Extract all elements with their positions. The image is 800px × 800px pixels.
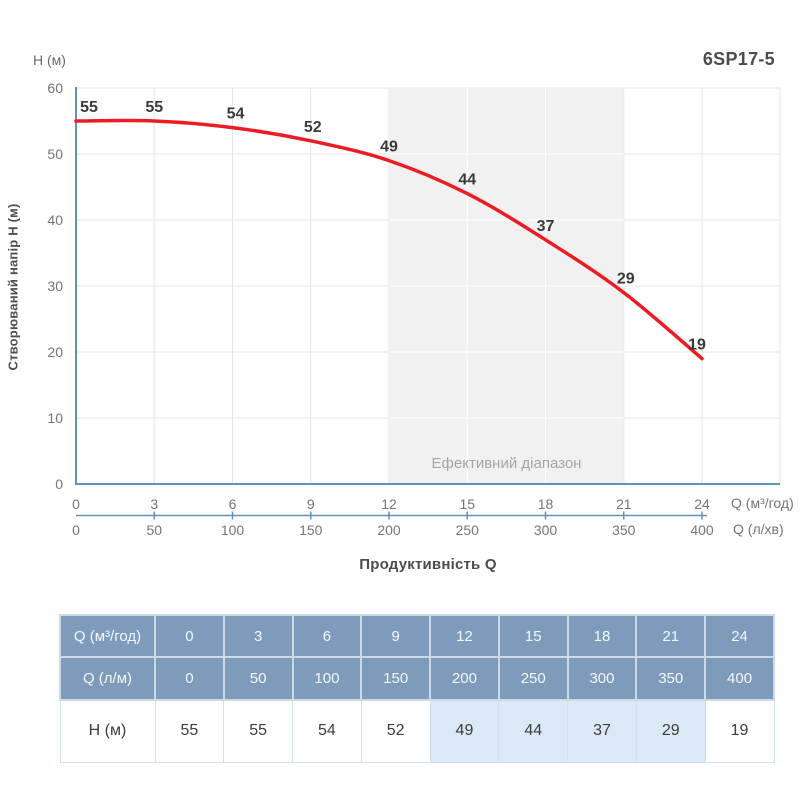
data-table-container: Q (м³/год) 0 3 6 9 12 15 18 21 24 Q (л/м) 0 50 100 150… — [59, 614, 775, 763]
x-axis-title: Продуктивність Q — [359, 556, 497, 573]
table-cell: 12 — [429, 614, 500, 658]
y-tick-label: 20 — [47, 344, 63, 360]
table-cell: 9 — [360, 614, 432, 658]
x-tick-label-primary: 12 — [381, 496, 397, 512]
x-axis-unit-primary: Q (м³/год) — [731, 495, 794, 511]
table-cell: 100 — [291, 656, 363, 701]
y-tick-label: 40 — [47, 212, 63, 228]
table-row-label: Q (л/м) — [59, 656, 156, 701]
x-tick-label-secondary: 0 — [72, 522, 80, 538]
curve-point-label: 54 — [227, 106, 245, 123]
table-cell: 37 — [567, 699, 637, 763]
x-tick-label-secondary: 400 — [690, 522, 714, 538]
curve-point-label: 19 — [688, 337, 706, 354]
curve-point-label: 37 — [537, 218, 555, 235]
x-tick-label-primary: 15 — [459, 496, 475, 512]
table-cell: 21 — [635, 614, 707, 658]
x-tick-label-primary: 6 — [229, 496, 237, 512]
table-cell: 200 — [429, 656, 500, 701]
y-axis-title: Створюваний напір H (м) — [5, 203, 21, 371]
table-cell: 350 — [635, 656, 707, 701]
y-tick-label: 60 — [47, 80, 63, 96]
y-tick-label: 50 — [47, 146, 63, 162]
table-cell: 55 — [223, 699, 294, 763]
pump-model-title: 6SP17-5 — [702, 49, 775, 69]
x-tick-label-secondary: 50 — [146, 522, 162, 538]
table-row: H (м) 55 55 54 52 49 44 37 29 19 — [59, 699, 775, 763]
table-cell: 0 — [154, 656, 225, 701]
x-tick-label-secondary: 300 — [534, 522, 558, 538]
x-axis-unit-secondary: Q (л/хв) — [733, 521, 784, 537]
x-tick-label-primary: 21 — [616, 496, 632, 512]
head-flow-curve — [74, 118, 704, 361]
table-cell: 24 — [704, 614, 775, 658]
x-tick-label-primary: 3 — [150, 496, 158, 512]
table-cell: 6 — [291, 614, 363, 658]
table-cell: 300 — [566, 656, 638, 701]
table-cell: 49 — [429, 699, 500, 763]
table-cell: 52 — [360, 699, 431, 763]
curve-point-label: 55 — [80, 99, 98, 116]
pump-data-table: Q (м³/год) 0 3 6 9 12 15 18 21 24 Q (л/м) 0 50 100 150… — [59, 614, 775, 763]
curve-point-label: 55 — [145, 99, 163, 116]
table-row: Q (л/м) 0 50 100 150 200 250 300 350 400 — [59, 656, 775, 701]
x-tick-label-primary: 18 — [538, 496, 554, 512]
curve-point-label: 44 — [458, 172, 476, 189]
y-axis-unit-label: H (м) — [33, 52, 66, 68]
x-tick-label-primary: 9 — [307, 496, 315, 512]
table-cell: 15 — [497, 614, 569, 658]
table-cell: 3 — [222, 614, 294, 658]
x-tick-label-secondary: 200 — [377, 522, 401, 538]
y-tick-label: 0 — [55, 476, 63, 492]
effective-range-label: Ефективний діапазон — [431, 455, 582, 472]
table-cell: 44 — [498, 699, 569, 763]
x-tick-label-secondary: 250 — [456, 522, 480, 538]
table-cell: 50 — [222, 656, 294, 701]
table-cell: 0 — [154, 614, 225, 658]
x-tick-label-primary: 0 — [72, 496, 80, 512]
x-tick-label-secondary: 150 — [299, 522, 323, 538]
table-cell: 250 — [497, 656, 569, 701]
table-cell: 55 — [154, 699, 225, 763]
table-row: Q (м³/год) 0 3 6 9 12 15 18 21 24 — [59, 614, 775, 658]
curve-point-label: 29 — [617, 271, 635, 288]
x-tick-label-secondary: 100 — [221, 522, 245, 538]
table-cell: 150 — [360, 656, 432, 701]
curve-point-label: 52 — [304, 119, 322, 136]
table-cell: 18 — [566, 614, 638, 658]
pump-curve-chart: 0102030405060003506100915012200152501830… — [47, 80, 781, 538]
curve-point-label: 49 — [380, 139, 398, 156]
x-tick-label-secondary: 350 — [612, 522, 636, 538]
table-cell: 54 — [292, 699, 362, 763]
y-tick-label: 10 — [47, 410, 63, 426]
table-row-label: H (м) — [59, 699, 156, 763]
table-cell: 29 — [635, 699, 706, 763]
table-cell: 400 — [704, 656, 775, 701]
y-tick-label: 30 — [47, 278, 63, 294]
x-tick-label-primary: 24 — [694, 496, 710, 512]
table-cell: 19 — [704, 699, 775, 763]
table-row-label: Q (м³/год) — [59, 614, 156, 658]
